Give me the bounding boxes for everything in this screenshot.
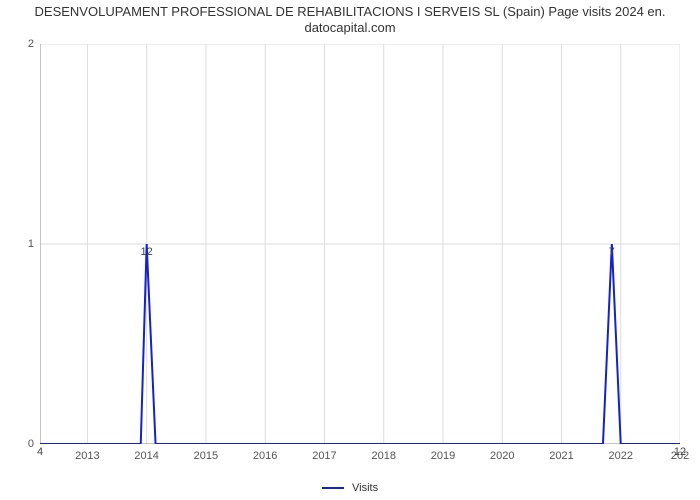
visits-line-chart: DESENVOLUPAMENT PROFESSIONAL DE REHABILI… [0, 0, 700, 500]
gridlines [40, 44, 680, 444]
xtick-label: 2015 [194, 450, 218, 462]
point-label: 12 [141, 246, 153, 258]
chart-title-line2: datocapital.com [304, 20, 395, 35]
xtick-label: 2017 [312, 450, 336, 462]
point-label: 7 [609, 246, 615, 258]
plot-svg [40, 44, 680, 444]
xtick-label: 2019 [431, 450, 455, 462]
xtick-label: 2014 [134, 450, 158, 462]
series-lines [40, 244, 680, 444]
ytick-label: 2 [28, 38, 34, 50]
xtick-label: 2021 [549, 450, 573, 462]
ytick-label: 1 [28, 238, 34, 250]
chart-title-line1: DESENVOLUPAMENT PROFESSIONAL DE REHABILI… [35, 4, 666, 19]
xtick-label: 2022 [608, 450, 632, 462]
plot-area: 012 201320142015201620172018201920202021… [40, 44, 680, 444]
point-label: 4 [37, 446, 43, 458]
xtick-label: 2018 [371, 450, 395, 462]
legend: Visits [0, 482, 700, 494]
legend-swatch [322, 487, 344, 489]
legend-label: Visits [352, 482, 378, 494]
ytick-label: 0 [28, 438, 34, 450]
chart-title: DESENVOLUPAMENT PROFESSIONAL DE REHABILI… [0, 4, 700, 37]
point-label: 12 [674, 446, 686, 458]
xtick-label: 2013 [75, 450, 99, 462]
xtick-label: 2016 [253, 450, 277, 462]
xtick-label: 2020 [490, 450, 514, 462]
